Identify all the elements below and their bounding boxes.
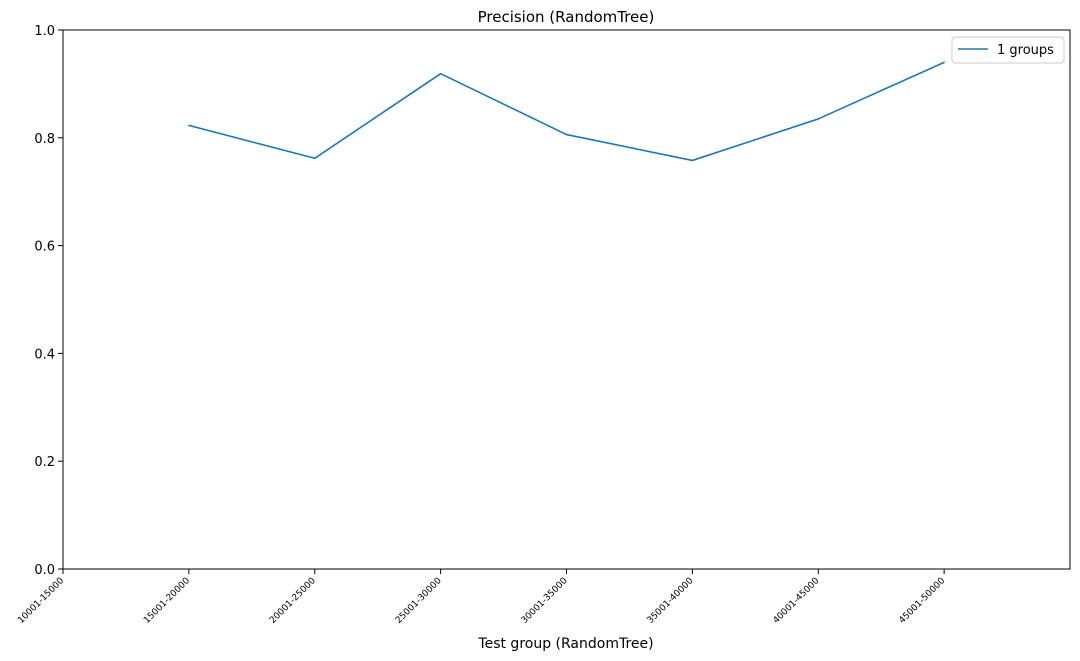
x-axis-label: Test group (RandomTree) [477,636,653,652]
series-layer [188,61,945,162]
legend: 1 groups [951,36,1065,64]
chart-title: Precision (RandomTree) [478,8,655,26]
data-point [313,157,316,160]
y-tick-label: 1.0 [34,24,55,39]
y-tick-label: 0.4 [34,347,55,362]
data-point [943,61,945,64]
data-point [439,72,442,75]
legend-label: 1 groups [997,43,1054,58]
data-point [188,124,190,127]
y-tick-label: 0.0 [34,563,55,578]
y-tick-label: 0.6 [34,240,55,255]
data-point [817,118,820,120]
y-tick-label: 0.8 [34,132,55,147]
data-point [691,159,694,162]
data-point [565,133,568,136]
legend-box [951,36,1065,64]
y-axis-ticks: 0.0 0.2 0.4 0.6 0.8 1.0 [34,24,63,578]
y-tick-label: 0.2 [34,455,55,470]
plot-frame [62,29,1071,570]
